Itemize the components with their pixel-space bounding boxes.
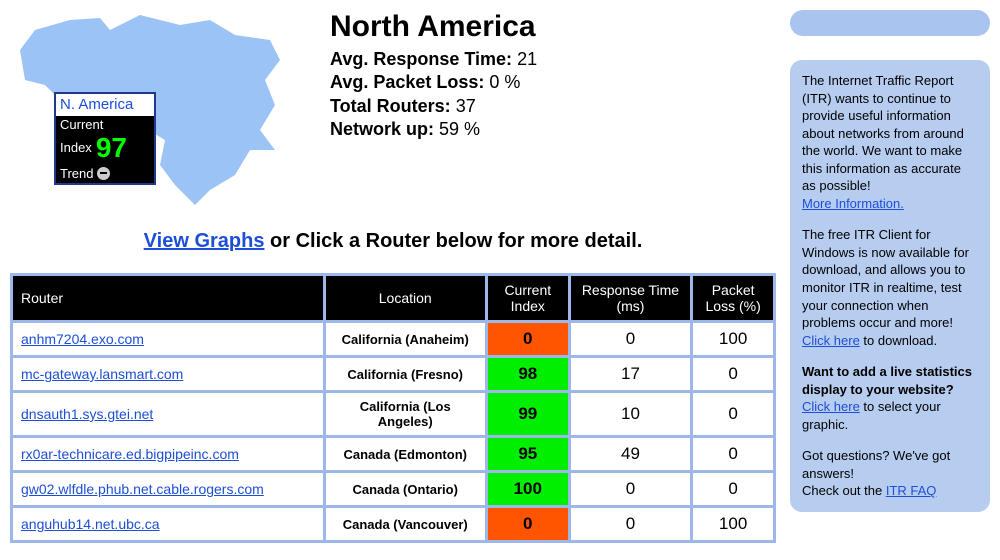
table-row: mc-gateway.lansmart.com California (Fresn…: [13, 358, 773, 390]
table-header-row: Router Location Current Index Response T…: [13, 276, 773, 320]
avg-loss-value: 0 %: [489, 72, 520, 92]
response-cell: 10: [571, 393, 691, 435]
side-info-box: The Internet Traffic Report (ITR) wants …: [790, 60, 990, 512]
side-p2-after: to download.: [860, 333, 937, 348]
side-p1-text: The Internet Traffic Report (ITR) wants …: [802, 73, 964, 193]
response-cell: 0: [571, 473, 691, 505]
col-response: Response Time (ms): [571, 276, 691, 320]
router-link[interactable]: dnsauth1.sys.gtei.net: [21, 406, 153, 422]
badge-title: N. America: [56, 94, 154, 116]
loss-cell: 100: [693, 323, 773, 355]
routers-table: Router Location Current Index Response T…: [10, 273, 776, 543]
side-p2-text: The free ITR Client for Windows is now a…: [802, 227, 969, 330]
col-loss: Packet Loss (%): [693, 276, 773, 320]
side-p4-b: Check out the: [802, 483, 886, 498]
location-cell: Canada (Ontario): [326, 473, 485, 505]
side-p1-link[interactable]: More Information.: [802, 196, 904, 211]
instruction-rest: or Click a Router below for more detail.: [264, 230, 642, 252]
avg-response-label: Avg. Response Time:: [330, 49, 512, 69]
router-link[interactable]: anhm7204.exo.com: [21, 331, 144, 347]
loss-cell: 100: [693, 508, 773, 540]
loss-cell: 0: [693, 393, 773, 435]
router-cell: dnsauth1.sys.gtei.net: [13, 393, 323, 435]
side-p2-link[interactable]: Click here: [802, 333, 860, 348]
router-link[interactable]: anguhub14.net.ubc.ca: [21, 516, 160, 532]
location-cell: California (Los Angeles): [326, 393, 485, 435]
side-p4-a: Got questions? We've got answers!: [802, 448, 950, 481]
table-row: dnsauth1.sys.gtei.net California (Los Ang…: [13, 393, 773, 435]
table-row: gw02.wlfdle.phub.net.cable.rogers.com Can…: [13, 473, 773, 505]
index-cell: 98: [488, 358, 568, 390]
instruction-line: View Graphs or Click a Router below for …: [10, 230, 776, 253]
side-pill: [790, 10, 990, 36]
response-cell: 17: [571, 358, 691, 390]
table-row: anhm7204.exo.comCalifornia (Anaheim)0010…: [13, 323, 773, 355]
table-row: anguhub14.net.ubc.caCanada (Vancouver)00…: [13, 508, 773, 540]
region-title: North America: [330, 10, 537, 44]
col-location: Location: [326, 276, 485, 320]
index-cell: 95: [488, 438, 568, 470]
badge-trend-label: Trend: [60, 166, 93, 182]
index-cell: 0: [488, 508, 568, 540]
index-cell: 0: [488, 323, 568, 355]
total-routers-label: Total Routers:: [330, 96, 451, 116]
avg-loss-label: Avg. Packet Loss:: [330, 72, 484, 92]
loss-cell: 0: [693, 358, 773, 390]
location-cell: Canada (Vancouver): [326, 508, 485, 540]
trend-flat-icon: [97, 167, 110, 180]
side-p3-bold: Want to add a live statistics display to…: [802, 364, 972, 397]
avg-response-value: 21: [517, 49, 537, 69]
index-badge: N. America Current Index 97 Trend: [54, 92, 156, 185]
location-cell: Canada (Edmonton): [326, 438, 485, 470]
router-link[interactable]: mc-gateway.lansmart.com: [21, 366, 183, 382]
badge-index-value: 97: [96, 131, 127, 165]
side-p4-link[interactable]: ITR FAQ: [886, 483, 937, 498]
location-cell: California (Anaheim): [326, 323, 485, 355]
loss-cell: 0: [693, 473, 773, 505]
location-cell: California (Fresno): [326, 358, 485, 390]
total-routers-value: 37: [456, 96, 476, 116]
na-map: N. America Current Index 97 Trend: [10, 10, 290, 210]
router-link[interactable]: rx0ar-technicare.ed.bigpipeinc.com: [21, 446, 239, 462]
router-cell: mc-gateway.lansmart.com: [13, 358, 323, 390]
router-link[interactable]: gw02.wlfdle.phub.net.cable.rogers.com: [21, 481, 264, 497]
router-cell: anguhub14.net.ubc.ca: [13, 508, 323, 540]
network-up-value: 59 %: [439, 119, 480, 139]
loss-cell: 0: [693, 438, 773, 470]
col-index: Current Index: [488, 276, 568, 320]
badge-index-label: Index: [60, 140, 92, 156]
router-cell: gw02.wlfdle.phub.net.cable.rogers.com: [13, 473, 323, 505]
index-cell: 99: [488, 393, 568, 435]
network-up-label: Network up:: [330, 119, 434, 139]
side-p3-link[interactable]: Click here: [802, 399, 860, 414]
view-graphs-link[interactable]: View Graphs: [144, 230, 265, 252]
response-cell: 0: [571, 508, 691, 540]
stats-block: North America Avg. Response Time: 21 Avg…: [330, 10, 537, 142]
router-cell: anhm7204.exo.com: [13, 323, 323, 355]
index-cell: 100: [488, 473, 568, 505]
col-router: Router: [13, 276, 323, 320]
router-cell: rx0ar-technicare.ed.bigpipeinc.com: [13, 438, 323, 470]
response-cell: 49: [571, 438, 691, 470]
response-cell: 0: [571, 323, 691, 355]
table-row: rx0ar-technicare.ed.bigpipeinc.com Canada…: [13, 438, 773, 470]
